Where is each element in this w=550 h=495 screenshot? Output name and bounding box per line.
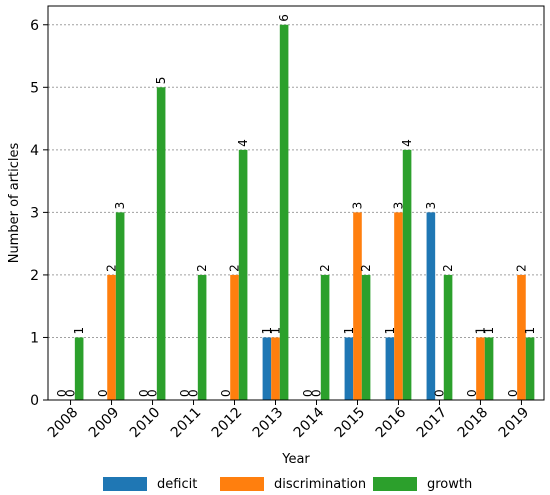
bar-growth (402, 149, 412, 400)
y-axis-ticks: 0 1 2 3 4 5 6 (30, 18, 48, 409)
plot-frame (47, 5, 545, 401)
bar-discrimination (394, 212, 403, 400)
x-axis-title: Year (281, 452, 310, 467)
x-tick-label: 2008 (45, 405, 82, 442)
data-label: 1 (383, 327, 397, 335)
bar-growth (443, 274, 453, 400)
data-label: 2 (228, 264, 242, 272)
data-label: 0 (64, 389, 78, 397)
x-tick-label: 2012 (209, 405, 246, 442)
bar-discrimination (353, 212, 362, 400)
x-tick-label: 2018 (455, 405, 492, 442)
gridlines (48, 24, 544, 338)
bar-discrimination (517, 274, 526, 400)
bar-deficit (385, 337, 395, 400)
y-tick-label: 3 (30, 205, 39, 221)
data-label: 1 (269, 327, 283, 335)
data-label: 2 (441, 264, 455, 272)
data-label: 0 (96, 389, 110, 397)
bar-growth (361, 274, 371, 400)
data-label: 0 (178, 389, 192, 397)
data-label: 0 (187, 389, 201, 397)
legend: deficit discrimination growth (103, 477, 472, 492)
data-label: 6 (277, 14, 291, 22)
bar-growth (279, 24, 289, 401)
data-label: 2 (514, 264, 528, 272)
data-label: 0 (309, 389, 323, 397)
x-axis-ticks: 2008 2009 2010 2011 2012 2013 2014 2015 2016 2017… (45, 400, 532, 441)
bar-growth (484, 337, 494, 400)
x-tick-label: 2016 (373, 404, 410, 441)
bar-growth (320, 274, 330, 400)
bar-discrimination (476, 337, 485, 400)
y-tick-label: 4 (30, 143, 39, 159)
data-label: 0 (146, 389, 160, 397)
data-label: 0 (465, 389, 479, 397)
legend-swatch-discrimination (220, 477, 264, 491)
bar-discrimination (271, 337, 280, 400)
data-label: 2 (359, 264, 373, 272)
y-axis-title: Number of articles (7, 142, 22, 263)
data-label: 2 (318, 264, 332, 272)
legend-label-deficit: deficit (157, 477, 197, 492)
bar-discrimination (107, 274, 116, 400)
x-tick-label: 2014 (291, 404, 328, 441)
y-tick-label: 1 (30, 330, 39, 346)
x-tick-label: 2013 (250, 405, 287, 442)
y-tick-label: 2 (30, 268, 39, 284)
y-tick-label: 5 (30, 80, 39, 96)
axes (47, 5, 545, 401)
legend-label-growth: growth (427, 477, 472, 492)
bar-growth (525, 337, 535, 400)
data-label: 3 (424, 202, 438, 210)
data-label: 4 (236, 139, 250, 147)
x-tick-label: 2019 (496, 405, 533, 442)
y-tick-label: 6 (30, 18, 39, 34)
legend-label-discrimination: discrimination (274, 477, 366, 492)
data-label: 5 (154, 77, 168, 85)
x-tick-label: 2009 (86, 405, 123, 442)
x-tick-label: 2015 (332, 405, 369, 442)
bar-deficit (344, 337, 354, 400)
legend-swatch-growth (373, 477, 417, 491)
data-label: 1 (72, 327, 86, 335)
data-label: 0 (55, 389, 69, 397)
data-label: 4 (400, 139, 414, 147)
bar-deficit (262, 337, 272, 400)
data-label: 0 (219, 389, 233, 397)
bar-growth (197, 274, 207, 400)
bar-deficit (426, 212, 436, 400)
y-tick-label: 0 (30, 393, 39, 409)
data-label: 3 (113, 202, 127, 210)
bars (74, 24, 535, 401)
bar-growth (156, 87, 166, 401)
data-label: 1 (260, 327, 274, 335)
data-label: 3 (391, 202, 405, 210)
bar-growth (74, 337, 84, 400)
data-label: 1 (482, 327, 496, 335)
data-label: 0 (301, 389, 315, 397)
data-label: 2 (105, 264, 119, 272)
data-label: 0 (506, 389, 520, 397)
data-label: 1 (473, 327, 487, 335)
data-label: 1 (523, 327, 537, 335)
legend-swatch-deficit (103, 477, 147, 491)
bar-growth (115, 212, 125, 400)
x-tick-label: 2011 (168, 405, 205, 442)
data-label: 3 (350, 202, 364, 210)
x-tick-label: 2010 (127, 405, 164, 442)
bar-discrimination (230, 274, 239, 400)
data-label: 0 (137, 389, 151, 397)
data-label: 0 (432, 389, 446, 397)
bar-growth (238, 149, 248, 400)
data-label: 2 (195, 264, 209, 272)
data-label: 1 (342, 327, 356, 335)
x-tick-label: 2017 (414, 405, 451, 442)
